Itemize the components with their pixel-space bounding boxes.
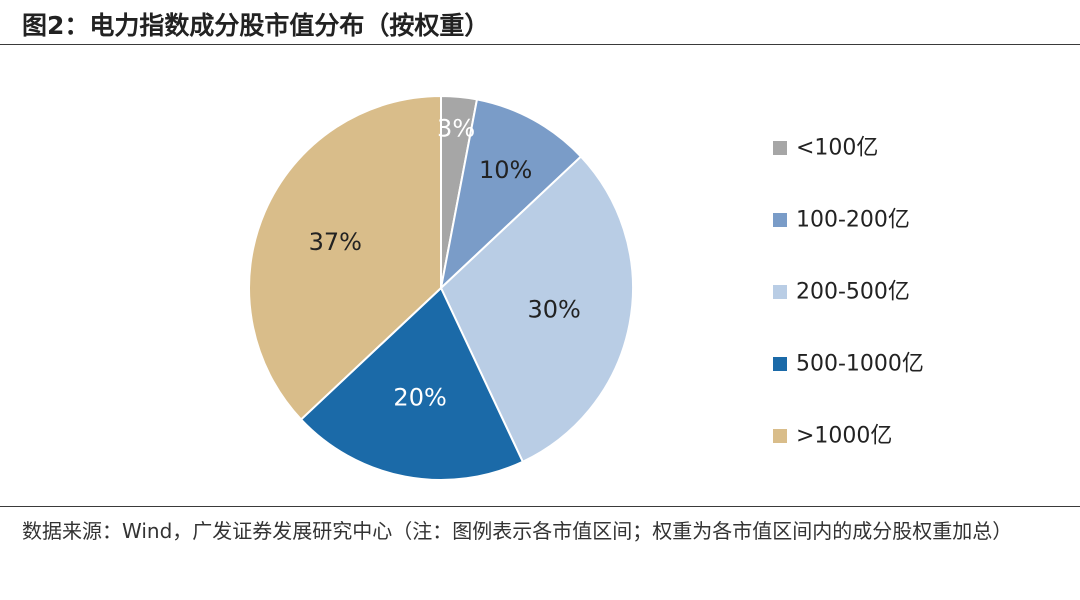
pie-slice-labels: 3%10% 30% 20% 37%: [309, 115, 581, 412]
legend-label: 500-1000亿: [796, 352, 924, 377]
figure-title: 图2：电力指数成分股市值分布（按权重）: [22, 11, 490, 40]
legend-swatch: [773, 429, 787, 443]
legend-label: <100亿: [796, 136, 878, 161]
slice-data-label: 37%: [309, 228, 362, 256]
slice-data-label: 30%: [528, 296, 581, 324]
legend-label: 200-500亿: [796, 280, 910, 305]
legend-swatch: [773, 357, 787, 371]
pie-slice: [439, 155, 634, 464]
source-note: 数据来源：Wind，广发证券发展研究中心（注：图例表示各市值区间；权重为各市值区…: [22, 519, 1013, 543]
legend-swatch: [773, 285, 787, 299]
source-divider: [0, 506, 1080, 507]
pie-chart: 3%10% 30% 20% 37% <100亿 100-200亿 200-500亿 500-…: [248, 94, 924, 481]
slice-data-label: 3%: [437, 115, 475, 143]
legend-label: 100-200亿: [796, 208, 910, 233]
pie-slices: [248, 94, 634, 481]
slice-data-label: 10%: [479, 156, 532, 184]
title-divider: [0, 44, 1080, 45]
chart-legend: <100亿 100-200亿 200-500亿 500-1000亿 >1000亿: [773, 136, 924, 449]
pie-slice: [299, 286, 525, 481]
pie-slice: [248, 94, 442, 421]
legend-swatch: [773, 213, 787, 227]
pie-slice: [439, 98, 583, 291]
legend-label: >1000亿: [796, 424, 892, 449]
legend-swatch: [773, 141, 787, 155]
slice-data-label: 20%: [393, 383, 446, 411]
